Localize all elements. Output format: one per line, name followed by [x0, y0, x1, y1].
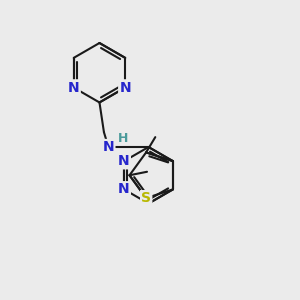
Text: N: N [119, 81, 131, 94]
Text: N: N [103, 140, 114, 154]
Text: N: N [119, 81, 131, 94]
Text: N: N [118, 182, 130, 197]
Text: N: N [118, 182, 130, 197]
Text: H: H [118, 132, 128, 145]
Text: N: N [68, 81, 80, 94]
Text: N: N [68, 81, 80, 94]
Text: N: N [103, 140, 114, 154]
Text: N: N [118, 154, 130, 168]
Text: S: S [141, 191, 151, 205]
Text: N: N [118, 154, 130, 168]
Text: S: S [141, 191, 151, 205]
Text: H: H [118, 132, 128, 145]
